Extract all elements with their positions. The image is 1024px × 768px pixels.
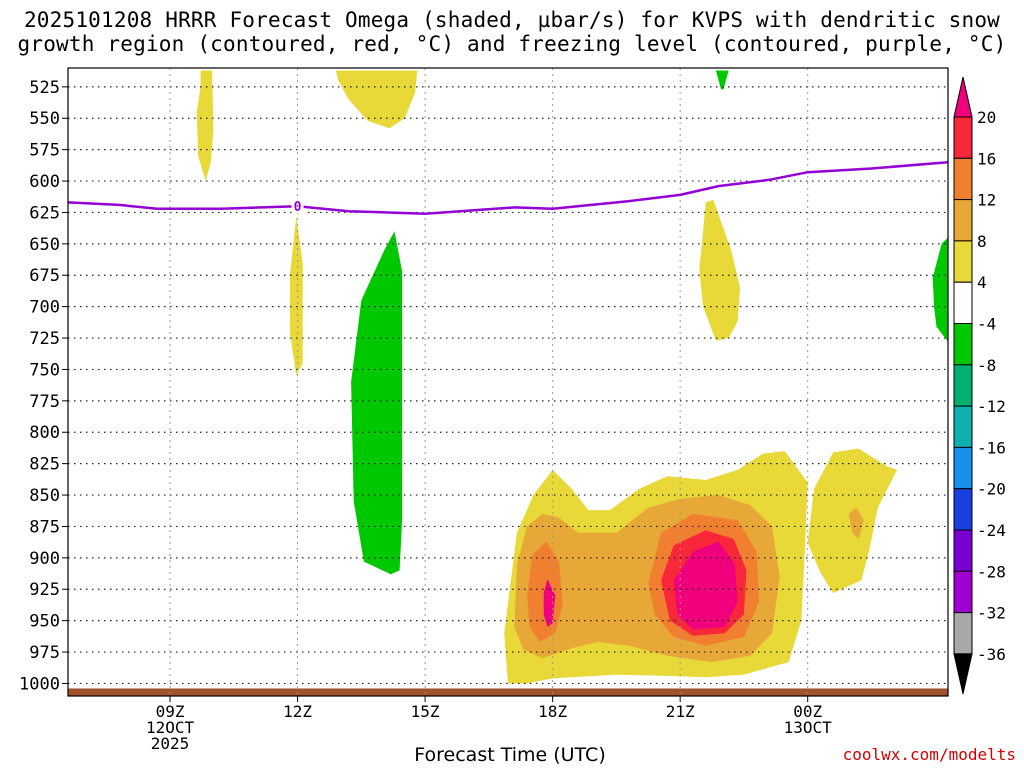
y-tick-label-875: 875 xyxy=(29,517,60,537)
colorbar-label--20: -20 xyxy=(977,480,1006,499)
y-tick-label-575: 575 xyxy=(29,141,60,161)
freezing-level-contour: 0 xyxy=(67,160,949,215)
x-tick-label-09Z-1: 09Z xyxy=(156,702,185,721)
colorbar-label--28: -28 xyxy=(977,562,1006,581)
freezing-level-label: 0 xyxy=(294,200,302,215)
omega-region-5 xyxy=(699,199,741,341)
y-tick-label-800: 800 xyxy=(29,423,60,443)
x-tick-label-18Z-1: 18Z xyxy=(538,702,567,721)
omega-region-14 xyxy=(673,541,738,630)
colorbar-segment--12 xyxy=(953,405,973,448)
colorbar-segment-12 xyxy=(953,199,973,242)
colorbar-segment--16 xyxy=(953,446,973,490)
colorbar-label--12: -12 xyxy=(977,397,1006,416)
colorbar-label-8: 8 xyxy=(977,232,987,251)
colorbar-label-20: 20 xyxy=(977,108,996,127)
y-tick-label-1000: 1000 xyxy=(19,674,60,694)
colorbar-segment-20 xyxy=(953,116,973,159)
colorbar-label--4: -4 xyxy=(977,315,996,334)
omega-region-3 xyxy=(289,216,303,376)
x-axis-title: Forecast Time (UTC) xyxy=(414,744,606,766)
chart-title: 2025101208 HRRR Forecast Omega (shaded, … xyxy=(0,8,1024,56)
omega-region-15 xyxy=(848,507,864,539)
freezing-level-label-bg xyxy=(291,198,304,214)
colorbar-label--36: -36 xyxy=(977,645,1006,664)
y-tick-label-750: 750 xyxy=(29,360,60,380)
colorbar-label--16: -16 xyxy=(977,438,1006,457)
omega-region-2 xyxy=(715,70,729,90)
y-tick-label-850: 850 xyxy=(29,486,60,506)
colorbar-bottom-arrow xyxy=(953,653,973,695)
y-tick-label-625: 625 xyxy=(29,203,60,223)
colorbar-label--24: -24 xyxy=(977,521,1006,540)
chart-title-line1: 2025101208 HRRR Forecast Omega (shaded, … xyxy=(23,8,1001,32)
omega-region-1 xyxy=(335,70,418,129)
colorbar-label-4: 4 xyxy=(977,273,987,292)
y-tick-label-700: 700 xyxy=(29,298,60,318)
surface-band xyxy=(68,688,948,696)
colorbar-segment--4 xyxy=(953,323,973,366)
plot-frame xyxy=(67,67,949,697)
colorbar-segment-4 xyxy=(953,281,973,325)
omega-region-0 xyxy=(196,70,214,181)
x-tick-label-12Z-1: 12Z xyxy=(283,702,312,721)
y-tick-label-725: 725 xyxy=(29,329,60,349)
colorbar-label--8: -8 xyxy=(977,356,996,375)
x-tick-label-15Z-1: 15Z xyxy=(411,702,440,721)
colorbar-label-16: 16 xyxy=(977,149,996,168)
y-tick-label-900: 900 xyxy=(29,549,60,569)
x-tick-label-09Z-2: 12OCT xyxy=(146,718,195,737)
y-tick-label-975: 975 xyxy=(29,643,60,663)
colorbar-label--32: -32 xyxy=(977,604,1006,623)
colorbar: 20 16 12 8 4 -4 -8 -12 -16 -20 -24 -28 -32 -36 xyxy=(953,76,1006,695)
x-tick-label-09Z-3: 2025 xyxy=(151,734,190,753)
y-tick-label-525: 525 xyxy=(29,78,60,98)
omega-region-4 xyxy=(351,231,403,575)
colorbar-segment--28 xyxy=(953,570,973,614)
colorbar-segment--32 xyxy=(953,612,973,655)
x-tick-label-21Z-1: 21Z xyxy=(666,702,695,721)
y-tick-label-925: 925 xyxy=(29,580,60,600)
colorbar-segment-16 xyxy=(953,157,973,201)
chart-title-line2: growth region (contoured, red, °C) and f… xyxy=(17,32,1007,56)
colorbar-segment--24 xyxy=(953,529,973,572)
y-tick-label-675: 675 xyxy=(29,266,60,286)
y-tick-label-650: 650 xyxy=(29,235,60,255)
grid xyxy=(68,68,948,696)
colorbar-label-12: 12 xyxy=(977,191,996,210)
credit-link[interactable]: coolwx.com/modelts xyxy=(842,745,1016,764)
axes: 525 550 575 600 625 650 675 700 725 750 775 800 825 8… xyxy=(19,67,949,753)
colorbar-segment--20 xyxy=(953,488,973,531)
y-tick-label-775: 775 xyxy=(29,392,60,412)
y-tick-label-950: 950 xyxy=(29,612,60,632)
x-tick-label-00Z-1: 00Z xyxy=(793,702,822,721)
x-tick-label-00Z-2: 13OCT xyxy=(784,718,833,737)
y-tick-label-550: 550 xyxy=(29,109,60,129)
omega-shading xyxy=(68,70,948,696)
colorbar-segment--8 xyxy=(953,364,973,407)
colorbar-top-arrow xyxy=(953,76,973,118)
colorbar-segment-8 xyxy=(953,240,973,283)
y-tick-label-600: 600 xyxy=(29,172,60,192)
freezing-level-line xyxy=(67,160,949,215)
omega-region-6 xyxy=(932,237,948,342)
y-tick-label-825: 825 xyxy=(29,455,60,475)
